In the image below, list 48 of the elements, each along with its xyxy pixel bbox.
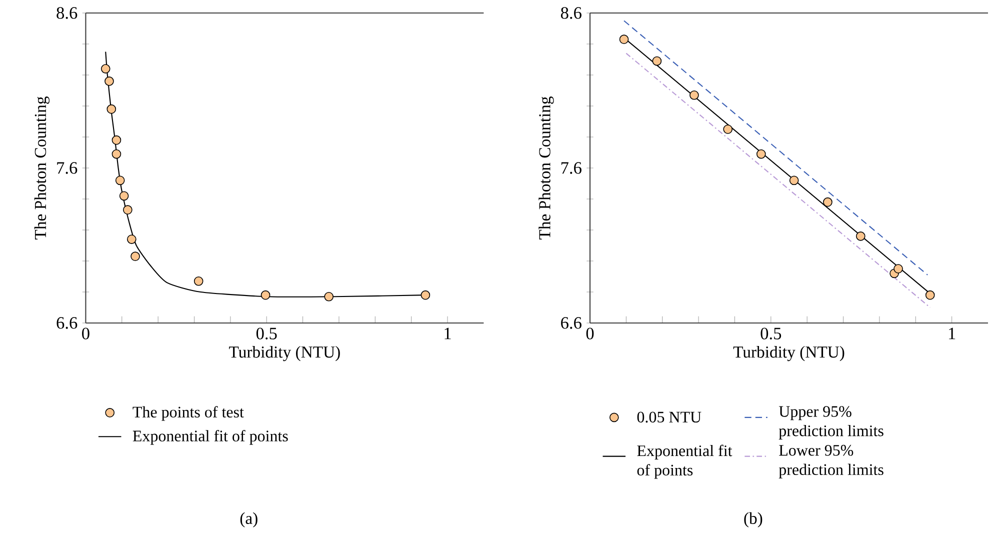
point: [106, 104, 116, 114]
y-tick-label: 7.6: [57, 162, 78, 174]
text: (a): [240, 512, 258, 528]
legend-label: Exponential fit of points: [132, 430, 288, 445]
y-axis-title: The Photon Counting: [34, 96, 50, 240]
point: [104, 76, 114, 86]
point: [123, 205, 132, 215]
point: [756, 149, 766, 159]
y-tick-label: 8.6: [560, 7, 582, 19]
point: [112, 149, 122, 159]
y-tick-label: 8.6: [56, 7, 78, 19]
point: [100, 64, 110, 74]
x-tick-label: 1: [444, 328, 451, 340]
point: [130, 252, 140, 262]
point: [856, 232, 866, 241]
x-axis-title: Turbidity (NTU): [229, 346, 340, 362]
x-tick-label: 0: [82, 328, 90, 340]
point: [115, 176, 125, 186]
text: (b): [744, 512, 762, 528]
legend-label: Upper 95% prediction limits: [778, 406, 884, 440]
point: [925, 290, 935, 300]
point: [894, 264, 903, 274]
point: [619, 34, 629, 44]
y-tick-label: 7.6: [561, 162, 582, 174]
point: [126, 234, 136, 244]
x-axis-title: Turbidity (NTU): [733, 346, 844, 362]
y-axis-title: The Photon Counting: [538, 96, 554, 240]
x-tick-label: 0.5: [256, 328, 277, 340]
x-tick-label: 0.5: [760, 328, 782, 340]
legend-label: The points of test: [132, 406, 244, 421]
point: [112, 135, 122, 145]
x-tick-label: 0: [586, 328, 594, 340]
point: [420, 290, 430, 300]
point: [690, 90, 699, 100]
point: [260, 290, 270, 300]
point: [823, 197, 832, 207]
point: [723, 124, 733, 134]
point: [789, 176, 799, 186]
point: [194, 276, 204, 286]
point: [652, 56, 662, 66]
legend-label: Lower 95% prediction limits: [778, 444, 884, 478]
point: [119, 191, 129, 201]
y-tick-label: 6.6: [561, 317, 582, 329]
y-tick-label: 6.6: [56, 317, 78, 329]
legend-label: Exponential fit of points: [637, 444, 732, 479]
legend-label: 0.05 NTU: [637, 412, 702, 423]
x-tick-label: 1: [949, 328, 956, 340]
point: [324, 292, 334, 302]
